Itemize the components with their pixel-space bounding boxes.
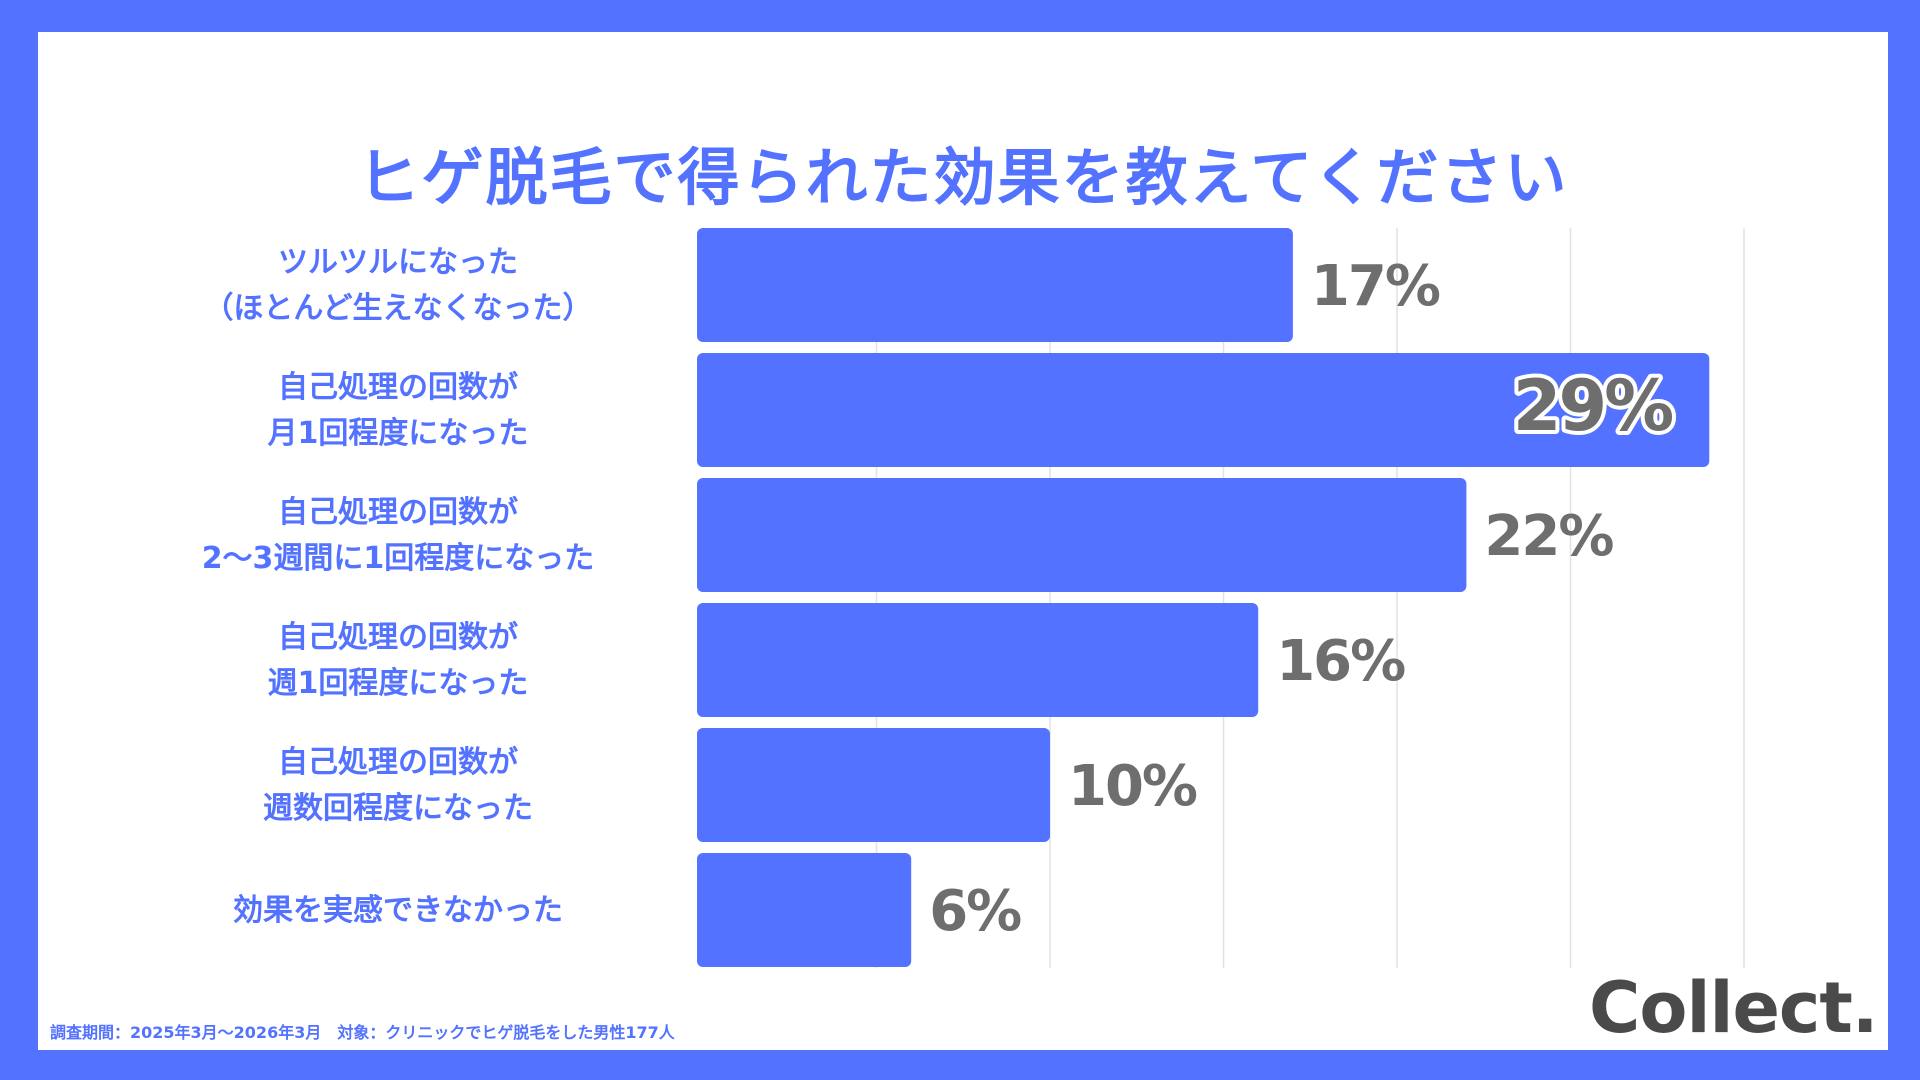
bar: [697, 853, 912, 967]
category-label: ツルツルになった（ほとんど生えなくなった）: [203, 245, 592, 326]
collect-logo: Collect.: [1589, 967, 1878, 1049]
value-label: 10%: [1068, 754, 1197, 819]
bar: [697, 728, 1050, 842]
bar-layer: [697, 228, 1710, 967]
bar: [697, 228, 1293, 342]
grid-layer: [875, 228, 1745, 968]
chart-title: ヒゲ脱毛で得られた効果を教えてください: [357, 141, 1569, 214]
value-label: 22%: [1484, 504, 1613, 569]
chart-card: ヒゲ脱毛で得られた効果を教えてください ツルツルになった（ほとんど生えなくなった…: [38, 32, 1888, 1050]
bar: [697, 478, 1467, 592]
survey-footnote: 調査期間：2025年3月〜2026年3月 対象：クリニックでヒゲ脱毛をした男性1…: [50, 1023, 675, 1042]
bar-chart: ツルツルになった（ほとんど生えなくなった） 自己処理の回数が月1回程度になった自己…: [202, 228, 1745, 968]
value-label: 29%: [1513, 365, 1672, 447]
value-label: 6%: [929, 879, 1021, 944]
category-label: 効果を実感できなかった: [233, 893, 563, 928]
category-label: 自己処理の回数が月1回程度になった: [268, 370, 529, 451]
value-label: 16%: [1276, 629, 1405, 694]
value-label: 17%: [1311, 254, 1440, 319]
value-label-layer: 17% 29% 22% 16% 10% 6%: [929, 254, 1679, 944]
category-label: 自己処理の回数が 2〜3週間に1回程度になった: [202, 495, 595, 576]
bar: [697, 603, 1259, 717]
category-label: 自己処理の回数が週数回程度になった: [263, 745, 533, 826]
category-label: 自己処理の回数が週1回程度になった: [268, 620, 529, 701]
category-label-layer: ツルツルになった（ほとんど生えなくなった） 自己処理の回数が月1回程度になった自己…: [202, 245, 595, 928]
bar: [697, 353, 1710, 467]
